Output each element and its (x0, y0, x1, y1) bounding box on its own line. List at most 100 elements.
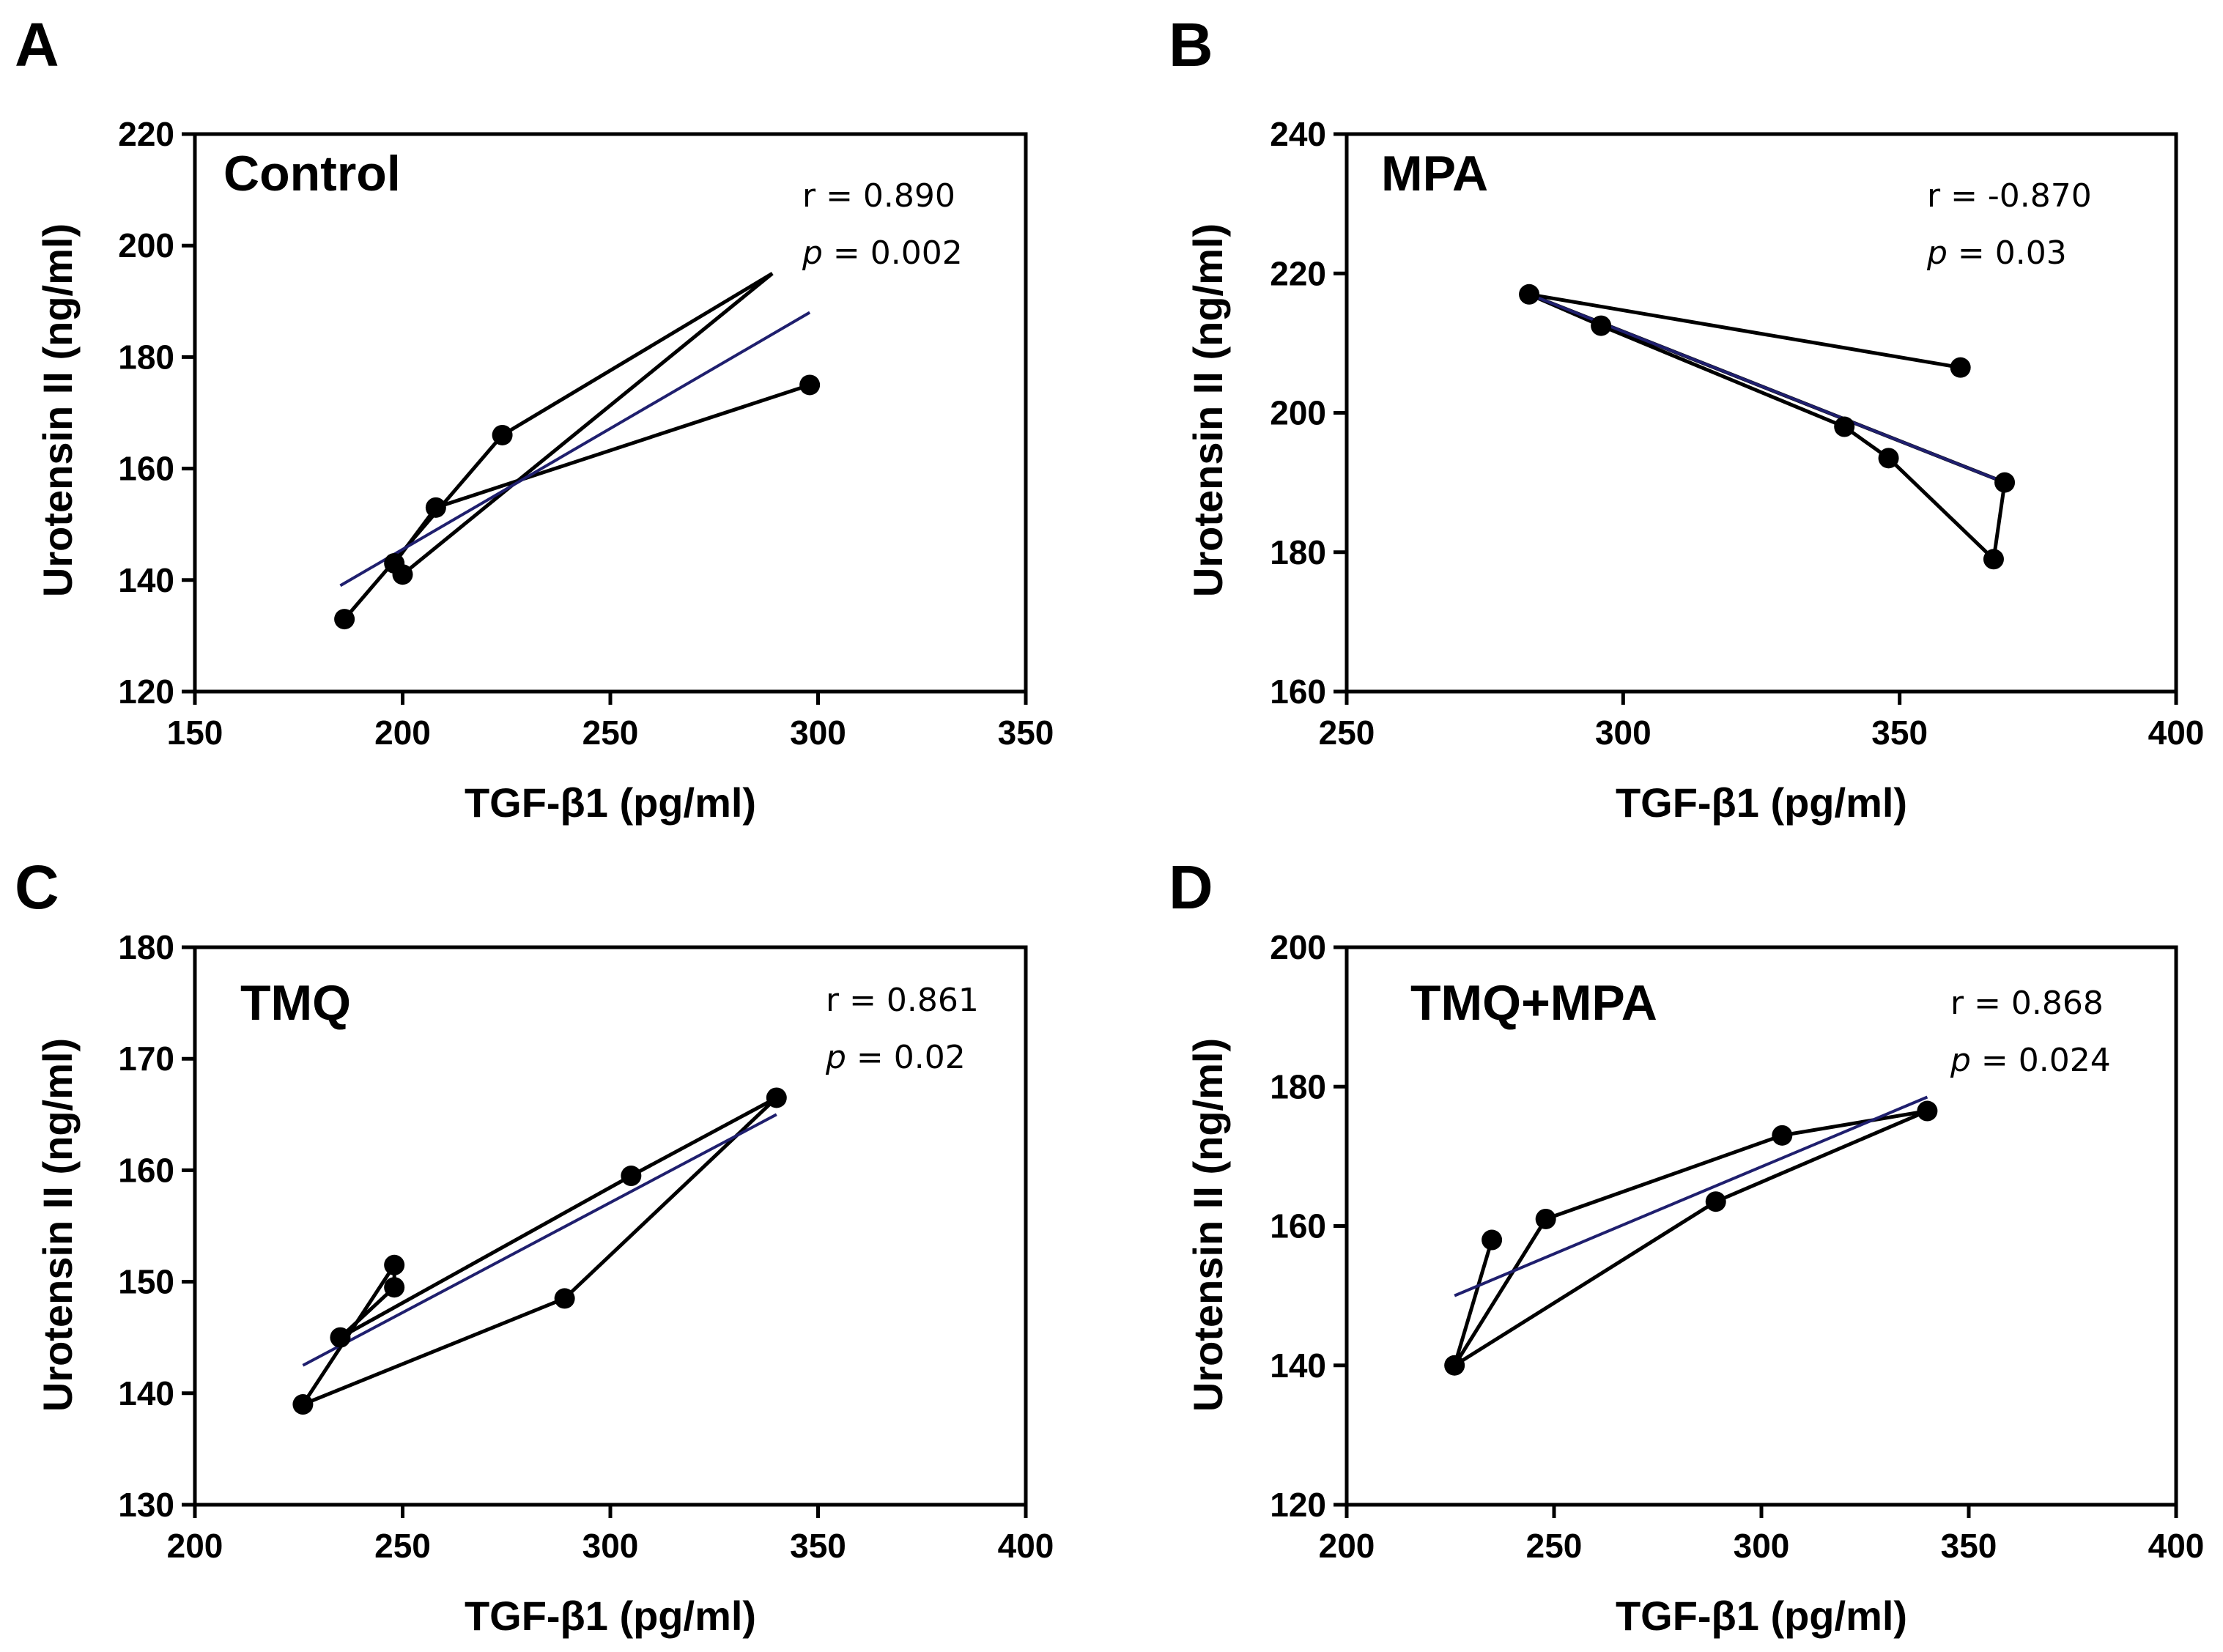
plot-frame (1344, 132, 2178, 694)
data-point (392, 564, 413, 585)
panel-d: D 200 250 300 350 400 120 140 160 180 200 TGF-β1 (… (1169, 853, 2204, 1639)
p-symbol: p (802, 234, 823, 272)
y-tick-label: 130 (118, 1486, 174, 1524)
data-point (1834, 416, 1855, 437)
panel-c: C 200 250 300 350 400 130 140 150 160 170 180 TGF-β… (15, 853, 1054, 1639)
correlation-r: r = 0.890 (802, 177, 955, 215)
y-tick-label: 180 (1270, 1067, 1326, 1105)
group-label: MPA (1381, 146, 1488, 201)
y-axis-title: Urotensin II (ng/ml) (34, 223, 81, 597)
x-tick-label: 350 (998, 714, 1054, 752)
y-tick-label: 160 (118, 450, 174, 488)
y-tick-label: 120 (1270, 1486, 1326, 1524)
y-tick-label: 200 (1270, 394, 1326, 432)
data-point (1535, 1208, 1556, 1229)
data-point (425, 497, 446, 518)
p-value-text: = 0.024 (1971, 1042, 2111, 1079)
p-symbol: p (825, 1039, 846, 1076)
panel-letter-d: D (1169, 853, 1213, 922)
x-tick-label: 400 (2148, 714, 2205, 752)
y-tick-label: 220 (118, 115, 174, 153)
p-value: p = 0.024 (1950, 1042, 2111, 1079)
y-tick-label: 140 (1270, 1347, 1326, 1385)
regression-line (1454, 1095, 1928, 1297)
y-tick-label: 240 (1270, 115, 1326, 153)
y-axis-title: Urotensin II (ng/ml) (34, 1038, 81, 1412)
y-tick-label: 220 (1270, 254, 1326, 292)
data-point (1878, 448, 1899, 469)
correlation-r: r = -0.870 (1927, 177, 2092, 215)
x-tick-label: 250 (374, 1527, 431, 1565)
data-point (1983, 549, 2004, 570)
correlation-r: r = 0.861 (826, 982, 979, 1019)
x-tick-label: 300 (1595, 714, 1651, 752)
y-tick-label: 140 (118, 561, 174, 599)
panel-a: A 150 200 250 300 350 120 140 160 180 200 220 TGF-β… (15, 10, 1054, 826)
plot-frame (193, 945, 1028, 1507)
panel-b: B 250 300 350 400 160 180 200 220 240 TGF-β1 (pg/… (1169, 10, 2204, 826)
regression-line (339, 311, 811, 588)
x-tick-label: 400 (2148, 1527, 2205, 1565)
data-point (1591, 315, 1612, 336)
panel-letter-b: B (1169, 10, 1213, 79)
panel-letter-c: C (15, 853, 59, 922)
plot-frame (193, 132, 1028, 694)
y-tick-label: 180 (118, 928, 174, 966)
x-tick-label: 400 (998, 1527, 1054, 1565)
data-point (384, 1254, 405, 1275)
y-tick-label: 160 (1270, 1207, 1326, 1245)
x-axis-title: TGF-β1 (pg/ml) (1616, 779, 1907, 826)
x-tick-label: 300 (790, 714, 846, 752)
regression-line (302, 1113, 777, 1367)
correlation-r: r = 0.868 (1950, 985, 2104, 1022)
p-value: p = 0.002 (802, 234, 963, 272)
y-tick-label: 140 (118, 1374, 174, 1412)
y-tick-label: 170 (118, 1040, 174, 1078)
data-point (1519, 284, 1540, 305)
y-tick-label: 160 (1270, 673, 1326, 711)
data-point (1950, 357, 1971, 378)
plot-frame (1344, 945, 2178, 1507)
data-point (554, 1288, 575, 1309)
p-symbol: p (1926, 234, 1948, 272)
y-tick-label: 200 (118, 226, 174, 264)
y-tick-label: 180 (118, 338, 174, 376)
x-axis-title: TGF-β1 (pg/ml) (1616, 1593, 1907, 1639)
x-tick-label: 200 (167, 1527, 223, 1565)
group-label: Control (223, 146, 401, 201)
x-tick-label: 350 (790, 1527, 846, 1565)
x-tick-label: 350 (1941, 1527, 1997, 1565)
p-value: p = 0.02 (825, 1039, 966, 1076)
data-point (492, 424, 513, 445)
connecting-line (301, 1096, 778, 1407)
y-tick-label: 160 (118, 1151, 174, 1189)
y-tick-label: 200 (1270, 928, 1326, 966)
p-symbol: p (1950, 1042, 1971, 1079)
y-tick-label: 150 (118, 1263, 174, 1301)
p-value-text: = 0.02 (846, 1039, 966, 1076)
x-tick-label: 300 (1734, 1527, 1790, 1565)
group-label: TMQ (240, 975, 351, 1031)
data-point (621, 1166, 642, 1187)
data-point (1444, 1355, 1465, 1376)
p-value-text: = 0.03 (1948, 234, 2067, 272)
x-axis-title: TGF-β1 (pg/ml) (465, 779, 756, 826)
p-value-text: = 0.002 (823, 234, 963, 272)
y-tick-label: 180 (1270, 533, 1326, 571)
x-tick-label: 250 (1319, 714, 1375, 752)
group-label: TMQ+MPA (1410, 975, 1657, 1031)
x-tick-label: 200 (374, 714, 431, 752)
data-point (766, 1087, 787, 1108)
x-tick-label: 250 (1526, 1527, 1583, 1565)
data-point (384, 1277, 405, 1298)
data-point (1772, 1125, 1793, 1146)
panel-letter-a: A (15, 10, 59, 79)
data-point (292, 1394, 314, 1415)
data-point (799, 374, 821, 396)
x-tick-label: 300 (582, 1527, 639, 1565)
y-tick-label: 120 (118, 673, 174, 711)
p-value: p = 0.03 (1926, 234, 2067, 272)
x-tick-label: 350 (1871, 714, 1928, 752)
y-axis-title: Urotensin II (ng/ml) (1185, 223, 1231, 597)
data-point (330, 1327, 351, 1348)
